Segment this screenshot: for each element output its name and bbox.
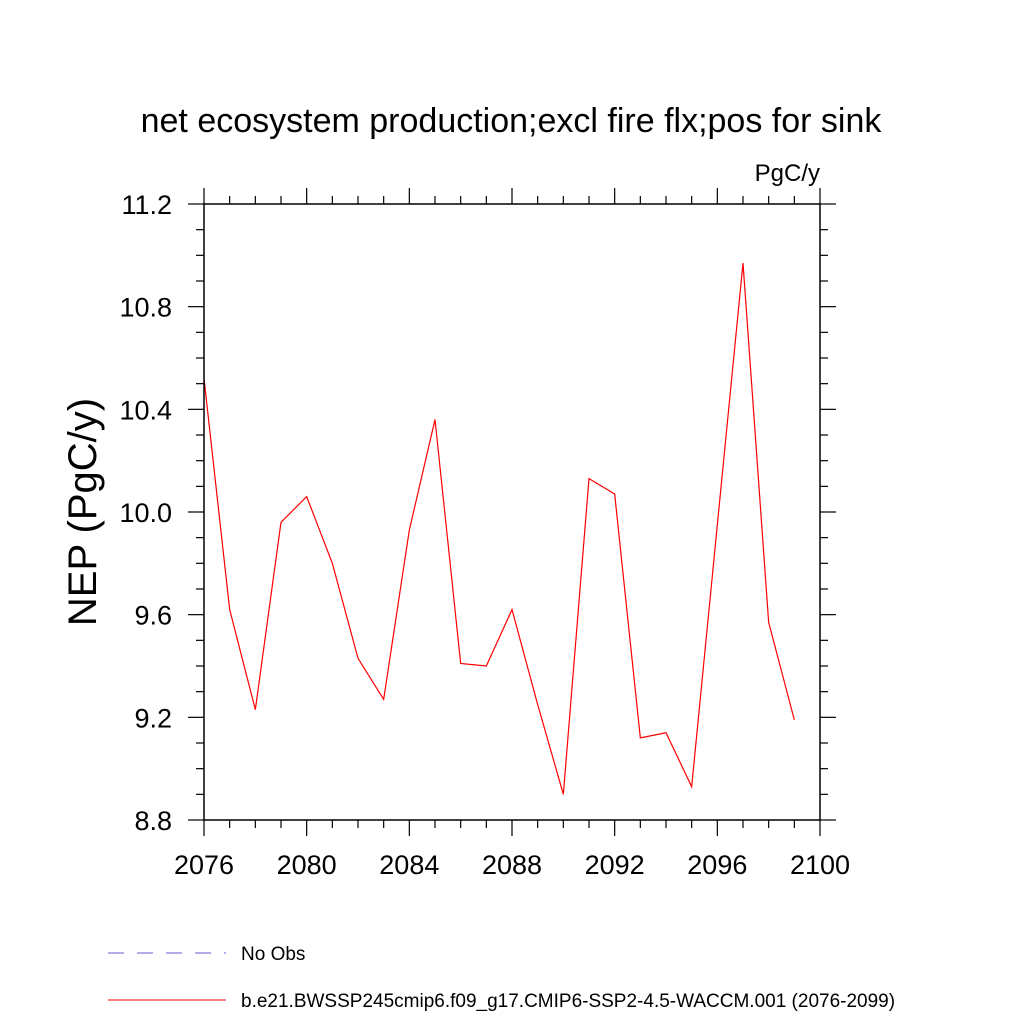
y-tick-label: 11.2	[121, 190, 172, 220]
axis-ticks	[188, 188, 836, 836]
y-tick-label: 10.0	[119, 498, 172, 528]
x-tick-label: 2096	[687, 850, 747, 880]
tick-labels: 2076 2080 2084 2088 2092 2096 2100 8.8 9.2 9.6 10.…	[119, 190, 850, 880]
units-label: PgC/y	[755, 160, 820, 187]
y-tick-label: 8.8	[134, 806, 172, 836]
y-tick-label: 9.6	[134, 601, 172, 631]
y-tick-label: 9.2	[134, 703, 172, 733]
data-series	[203, 262, 795, 795]
x-tick-label: 2092	[585, 850, 645, 880]
y-tick-label: 10.4	[119, 395, 172, 425]
legend: No Obs b.e21.BWSSP245cmip6.f09_g17.CMIP6…	[108, 944, 895, 1012]
legend-label-no-obs: No Obs	[241, 944, 305, 965]
series-line	[203, 262, 795, 795]
x-tick-label: 2084	[379, 850, 439, 880]
y-axis-label: NEP (PgC/y)	[61, 398, 105, 626]
y-tick-label: 10.8	[119, 293, 172, 323]
x-tick-label: 2080	[277, 850, 337, 880]
x-tick-label: 2100	[790, 850, 850, 880]
chart-title: net ecosystem production;excl fire flx;p…	[141, 102, 883, 140]
plot-frame	[203, 203, 821, 821]
x-tick-label: 2076	[174, 850, 234, 880]
x-tick-label: 2088	[482, 850, 542, 880]
legend-label-model: b.e21.BWSSP245cmip6.f09_g17.CMIP6-SSP2-4…	[241, 991, 895, 1012]
